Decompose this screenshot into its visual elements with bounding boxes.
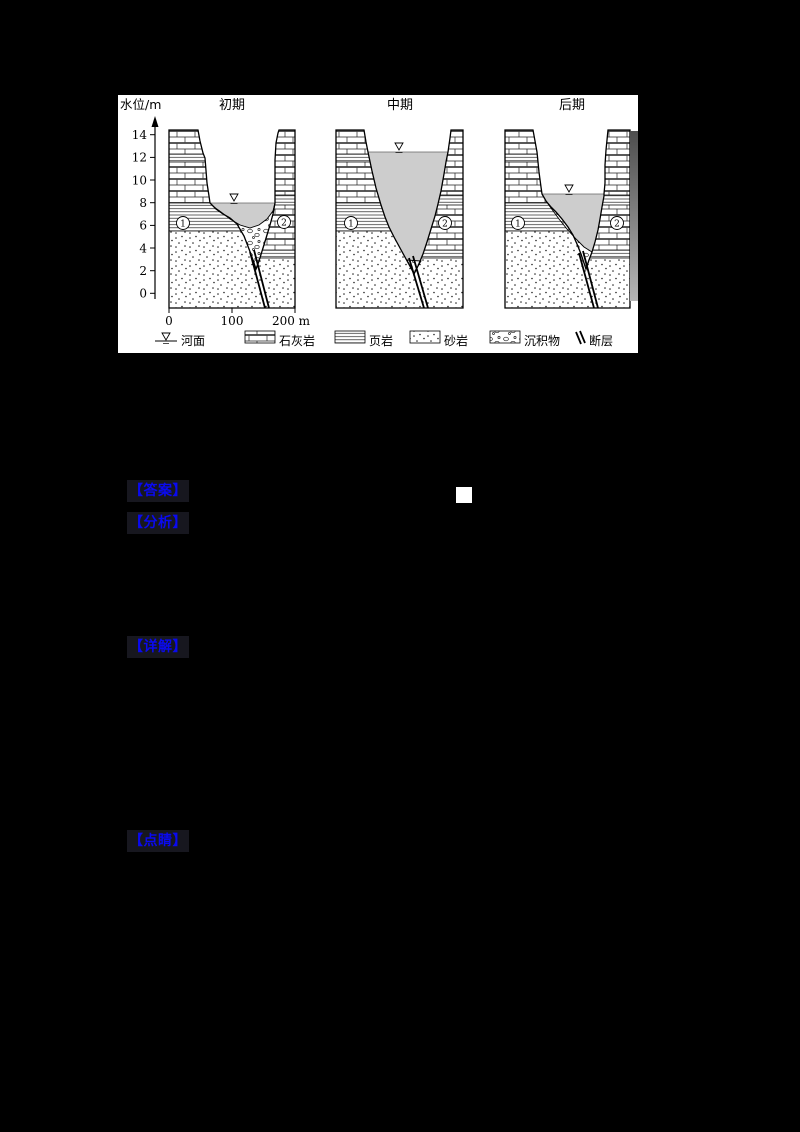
fault-swatch-icon [575,330,586,345]
y-tick-label: 10 [132,173,147,187]
svg-text:1: 1 [515,220,521,230]
panel-title: 后期 [559,98,585,113]
water-surface-marker [229,193,239,204]
scan-artifact-bar [630,131,638,301]
bank-label-left: 1 [176,216,190,230]
legend-river-surface: 河面 [155,332,205,348]
y-axis-title: 水位/m [120,97,161,112]
cross-section-initial: 初期 [165,98,310,328]
cross-section-middle: 中期 [335,98,464,309]
y-tick-label: 12 [132,151,147,165]
svg-text:1: 1 [348,220,354,230]
legend-label: 河面 [181,334,205,348]
legend-label: 页岩 [369,333,393,348]
bank-label-right: 2 [277,215,291,229]
svg-text:2: 2 [614,220,620,230]
analysis-tag: 【分析】 [127,512,189,534]
y-tick-label: 8 [139,196,147,210]
y-tick-label: 6 [139,219,147,233]
bank-label-right: 2 [438,216,452,230]
svg-text:1: 1 [180,220,186,230]
y-axis-ticks [150,134,155,294]
river-surface-icon [161,332,171,341]
y-axis-arrow-icon [151,116,159,127]
x-tick-label: 0 [165,314,173,328]
legend-sediment: 沉积物 [489,330,560,348]
bank-label-left: 1 [344,216,358,230]
fault-lines [578,250,599,309]
water-surface-marker [564,184,574,195]
x-tick-label: 200 m [272,314,311,328]
fault-lines [249,249,270,309]
panel-title: 中期 [387,98,413,113]
answer-tag: 【答案】 [127,480,189,502]
svg-text:2: 2 [442,220,448,230]
figure-legend: 河面 石灰岩 页岩 砂岩 沉积物 [155,330,613,348]
water-surface-marker [394,142,404,153]
legend-limestone: 石灰岩 [244,330,315,348]
y-tick-label: 0 [139,287,147,301]
keypoint-tag: 【点睛】 [127,830,189,852]
legend-label: 断层 [589,333,613,348]
y-tick-label: 4 [139,241,147,255]
panel-title: 初期 [219,98,245,113]
y-axis: 水位/m 14 12 10 8 6 4 2 0 [120,97,161,301]
terrain-outline [335,129,464,309]
bank-label-left: 1 [511,216,525,230]
explanation-tag: 【详解】 [127,636,189,658]
white-square-placeholder [456,487,472,503]
fault-lines [408,255,429,309]
y-tick-label: 14 [132,128,148,142]
bank-label-right: 2 [610,216,624,230]
y-tick-label: 2 [139,264,147,278]
svg-text:2: 2 [281,219,287,229]
cross-section-late: 后期 [504,98,631,309]
x-axis: 0 100 200 m [165,308,311,328]
legend-label: 石灰岩 [279,333,315,348]
terrain-outline [504,129,631,309]
legend-label: 沉积物 [524,334,560,348]
sediment-swatch-icon [489,330,521,344]
legend-fault: 断层 [575,330,613,348]
geology-cross-section-figure: 水位/m 14 12 10 8 6 4 2 0 [118,95,638,353]
shale-swatch-icon [334,330,366,344]
legend-shale: 页岩 [334,330,393,348]
sandstone-swatch-icon [409,330,441,344]
legend-label: 砂岩 [444,333,468,348]
limestone-swatch-icon [244,330,276,344]
x-tick-label: 100 [221,314,244,328]
legend-sandstone: 砂岩 [409,330,468,348]
figure-image: 水位/m 14 12 10 8 6 4 2 0 [120,97,638,348]
